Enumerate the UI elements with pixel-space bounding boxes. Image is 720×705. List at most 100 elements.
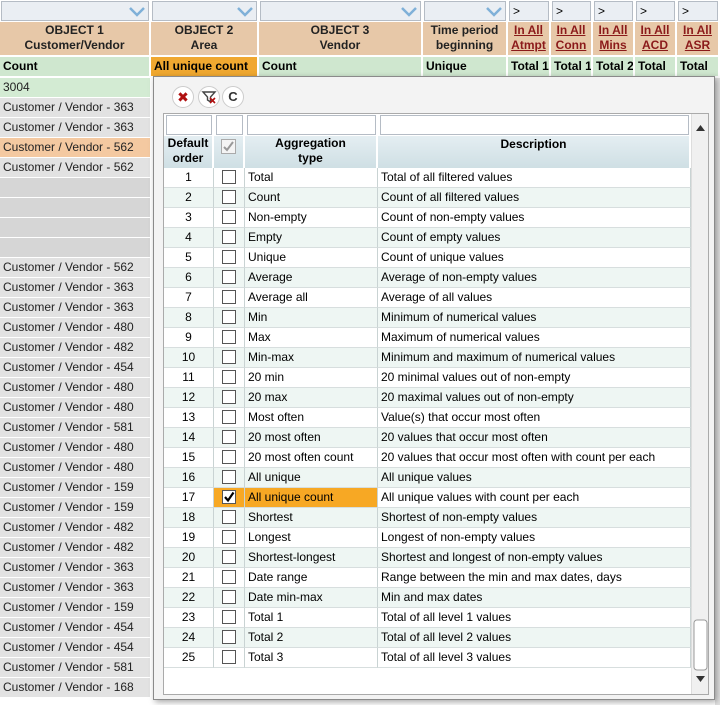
checkbox[interactable] bbox=[222, 290, 236, 304]
order-cell: 1 bbox=[164, 168, 214, 188]
aggregation-cell[interactable]: Total 1 bbox=[508, 57, 551, 78]
column-filter[interactable]: > bbox=[594, 1, 633, 21]
type-cell[interactable]: Date range bbox=[245, 568, 378, 588]
checkbox[interactable] bbox=[222, 570, 236, 584]
column-filter[interactable]: > bbox=[636, 1, 675, 21]
header-text[interactable]: Mins bbox=[593, 38, 633, 53]
checkbox[interactable] bbox=[222, 350, 236, 364]
scrollbar[interactable] bbox=[691, 114, 708, 694]
type-cell[interactable]: Average all bbox=[245, 288, 378, 308]
checkbox[interactable] bbox=[222, 210, 236, 224]
checkbox[interactable] bbox=[222, 650, 236, 664]
type-cell[interactable]: Shortest-longest bbox=[245, 548, 378, 568]
aggregation-cell[interactable]: All unique count bbox=[151, 57, 259, 78]
header-text[interactable]: ACD bbox=[635, 38, 675, 53]
type-cell[interactable]: 20 most often count bbox=[245, 448, 378, 468]
type-cell[interactable]: Count bbox=[245, 188, 378, 208]
type-cell[interactable]: Longest bbox=[245, 528, 378, 548]
header-text[interactable]: Conn bbox=[551, 38, 591, 53]
aggregation-cell[interactable]: Count bbox=[0, 57, 151, 78]
column-header[interactable]: In AllACD bbox=[635, 22, 677, 57]
order-cell: 20 bbox=[164, 548, 214, 568]
close-button[interactable]: ✖ bbox=[172, 86, 194, 108]
table-filter[interactable] bbox=[380, 115, 689, 135]
row-cell bbox=[0, 178, 150, 198]
checkbox[interactable] bbox=[222, 430, 236, 444]
checkbox[interactable] bbox=[222, 330, 236, 344]
header-text[interactable]: Atmpt bbox=[508, 38, 549, 53]
type-cell[interactable]: Empty bbox=[245, 228, 378, 248]
table-filter[interactable] bbox=[216, 115, 243, 135]
type-cell[interactable]: Shortest bbox=[245, 508, 378, 528]
type-cell[interactable]: Total 1 bbox=[245, 608, 378, 628]
header-text[interactable]: In All bbox=[593, 23, 633, 38]
header-text[interactable]: In All bbox=[677, 23, 718, 38]
aggregation-cell[interactable]: Total bbox=[677, 57, 720, 78]
aggregation-cell[interactable]: Total bbox=[635, 57, 677, 78]
type-cell[interactable]: 20 most often bbox=[245, 428, 378, 448]
table-header[interactable]: Aggregationtype bbox=[245, 136, 378, 168]
type-cell[interactable]: Total 2 bbox=[245, 628, 378, 648]
type-cell[interactable]: Most often bbox=[245, 408, 378, 428]
checkbox[interactable] bbox=[222, 450, 236, 464]
checkbox[interactable] bbox=[222, 390, 236, 404]
filter-button[interactable] bbox=[198, 86, 220, 108]
type-cell[interactable]: All unique bbox=[245, 468, 378, 488]
aggregation-cell[interactable]: Unique bbox=[423, 57, 508, 78]
checkbox[interactable] bbox=[222, 510, 236, 524]
checkbox[interactable] bbox=[222, 610, 236, 624]
checkbox[interactable] bbox=[222, 310, 236, 324]
column-header[interactable]: In AllMins bbox=[593, 22, 635, 57]
checkbox[interactable] bbox=[222, 270, 236, 284]
checkbox[interactable] bbox=[222, 370, 236, 384]
type-cell[interactable]: Total 3 bbox=[245, 648, 378, 668]
column-filter[interactable] bbox=[424, 1, 506, 21]
column-filter[interactable] bbox=[260, 1, 421, 21]
order-cell: 14 bbox=[164, 428, 214, 448]
checkbox[interactable] bbox=[222, 410, 236, 424]
description-cell: Count of unique values bbox=[378, 248, 691, 268]
checkbox[interactable] bbox=[222, 590, 236, 604]
checkbox[interactable] bbox=[222, 550, 236, 564]
header-text[interactable]: ASR bbox=[677, 38, 718, 53]
column-filter[interactable] bbox=[152, 1, 257, 21]
type-cell[interactable]: 20 min bbox=[245, 368, 378, 388]
type-cell[interactable]: All unique count bbox=[245, 488, 378, 508]
type-cell[interactable]: 20 max bbox=[245, 388, 378, 408]
table-filter[interactable] bbox=[166, 115, 212, 135]
column-filter[interactable]: > bbox=[678, 1, 718, 21]
table-header[interactable]: Defaultorder bbox=[164, 136, 214, 168]
type-cell[interactable]: Unique bbox=[245, 248, 378, 268]
aggregation-cell[interactable]: Total 1 bbox=[551, 57, 593, 78]
header-text[interactable]: In All bbox=[551, 23, 591, 38]
type-cell[interactable]: Min-max bbox=[245, 348, 378, 368]
column-header[interactable]: In AllASR bbox=[677, 22, 720, 57]
checkbox[interactable] bbox=[222, 630, 236, 644]
reset-button[interactable]: C bbox=[222, 86, 244, 108]
checkbox[interactable] bbox=[222, 190, 236, 204]
checkbox[interactable] bbox=[222, 490, 236, 504]
column-filter[interactable] bbox=[1, 1, 149, 21]
header-text[interactable]: In All bbox=[635, 23, 675, 38]
type-cell[interactable]: Date min-max bbox=[245, 588, 378, 608]
type-cell[interactable]: Non-empty bbox=[245, 208, 378, 228]
checkbox[interactable] bbox=[222, 530, 236, 544]
type-cell[interactable]: Min bbox=[245, 308, 378, 328]
aggregation-cell[interactable]: Total 2 bbox=[593, 57, 635, 78]
checkbox[interactable] bbox=[222, 250, 236, 264]
header-text: OBJECT 2 bbox=[151, 23, 257, 38]
checkbox[interactable] bbox=[222, 170, 236, 184]
column-filter[interactable]: > bbox=[552, 1, 591, 21]
column-filter[interactable]: > bbox=[509, 1, 549, 21]
header-text[interactable]: In All bbox=[508, 23, 549, 38]
table-header[interactable]: Description bbox=[378, 136, 691, 168]
column-header[interactable]: In AllAtmpt bbox=[508, 22, 551, 57]
checkbox[interactable] bbox=[222, 470, 236, 484]
aggregation-cell[interactable]: Count bbox=[259, 57, 423, 78]
type-cell[interactable]: Max bbox=[245, 328, 378, 348]
type-cell[interactable]: Total bbox=[245, 168, 378, 188]
type-cell[interactable]: Average bbox=[245, 268, 378, 288]
checkbox[interactable] bbox=[222, 230, 236, 244]
table-filter[interactable] bbox=[247, 115, 376, 135]
column-header[interactable]: In AllConn bbox=[551, 22, 593, 57]
